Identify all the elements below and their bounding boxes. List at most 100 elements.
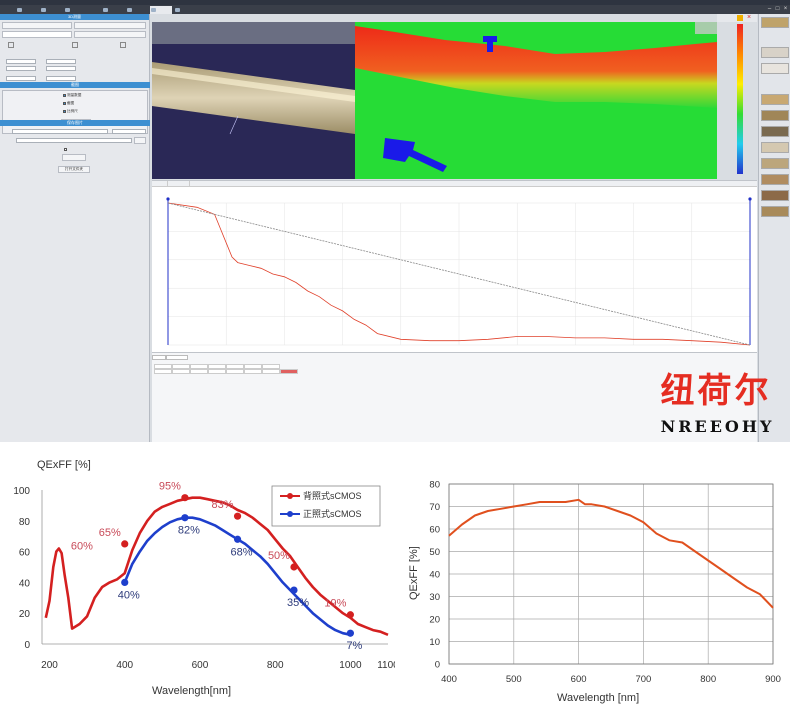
legend-marker-fsi: [287, 511, 293, 517]
data-point: [121, 540, 129, 548]
param-input-1[interactable]: [6, 59, 36, 64]
microscope-image[interactable]: [152, 22, 355, 179]
marker-arrow-small: [483, 36, 497, 52]
tab-2[interactable]: [40, 6, 62, 14]
x-tick-label: 800: [700, 674, 716, 685]
data-point: [121, 578, 129, 586]
mode-button-right-2[interactable]: [74, 31, 146, 38]
microscope-fiber-drawing: [152, 22, 355, 135]
table-cell: [262, 369, 280, 374]
y-tick-label: 70: [429, 502, 440, 513]
table-cell: [226, 369, 244, 374]
table-cell: [244, 369, 262, 374]
data-point: [346, 611, 354, 619]
mode-button-left-2[interactable]: [2, 31, 72, 38]
y-tick-label: 80: [429, 480, 440, 491]
param-input-4[interactable]: [46, 66, 76, 71]
thumbnail[interactable]: [761, 142, 789, 153]
save-button[interactable]: [62, 154, 86, 161]
thumbnail[interactable]: [761, 190, 789, 201]
qe-single-chart: 0 10 20 30 40 50 60 70 80 400 500 600 700 800 900 QEx…: [408, 480, 781, 705]
qe-comparison-chart: QExFF [%] 0 20 40 60 80 100 200 400 600 800 1000 1…: [13, 459, 395, 697]
delete-icon[interactable]: ×: [747, 14, 752, 21]
tool-icon-1[interactable]: [8, 42, 14, 48]
left-control-panel: 3D测量 截图 测量数据 截图 比例尺 保存图片: [0, 14, 150, 442]
grid-lines: [448, 483, 774, 665]
data-markers: [121, 494, 354, 637]
profile-tab[interactable]: [168, 181, 190, 187]
x-tick-label: 400: [441, 674, 457, 685]
folder-icon[interactable]: [737, 15, 743, 21]
y-tick-label: 50: [429, 547, 440, 558]
mode-button-right[interactable]: [74, 22, 146, 29]
check-auto-name[interactable]: [64, 147, 68, 151]
check-label: 比例尺: [67, 109, 78, 113]
thumbnail[interactable]: [761, 158, 789, 169]
profile-panel: [152, 180, 757, 352]
maximize-icon[interactable]: □: [775, 6, 780, 12]
thumbnail[interactable]: [761, 110, 789, 121]
data-point: [233, 512, 242, 520]
height-map-drawing: [355, 22, 717, 179]
delete-row-button[interactable]: [280, 369, 298, 374]
thumbnail[interactable]: [761, 206, 789, 217]
x-tick-label: 600: [571, 674, 587, 685]
thumbnail-strip: [758, 14, 790, 442]
thumbnail[interactable]: [761, 47, 789, 58]
param-input-2[interactable]: [6, 66, 36, 71]
table-header-cell: [226, 364, 244, 369]
profile-tab[interactable]: [152, 181, 168, 187]
open-folder-button[interactable]: 打开文件夹: [58, 166, 90, 173]
table-tab[interactable]: [152, 355, 166, 360]
close-icon[interactable]: ×: [783, 6, 788, 12]
y-tick-label: 0: [435, 660, 440, 671]
y-tick-label: 20: [429, 615, 440, 626]
view-toolstrip: ×: [717, 14, 757, 22]
tool-icon-3[interactable]: [120, 42, 126, 48]
app-tabbar: – □ ×: [0, 5, 790, 14]
param-input-6[interactable]: [46, 76, 76, 81]
tab-3d-active[interactable]: [150, 6, 172, 14]
data-label: 40%: [118, 589, 140, 601]
tab-4[interactable]: [102, 6, 124, 14]
param-input-5[interactable]: [6, 76, 36, 81]
browse-button[interactable]: [134, 137, 146, 144]
check-screenshot[interactable]: 截图: [63, 101, 74, 106]
tab-5[interactable]: [126, 6, 148, 14]
tab-3[interactable]: [64, 6, 86, 14]
thumbnail[interactable]: [761, 63, 789, 74]
param-input-3[interactable]: [46, 59, 76, 64]
format-select[interactable]: [112, 129, 146, 134]
tab-7[interactable]: [174, 6, 196, 14]
y-tick-label: 60: [19, 548, 31, 559]
table-tab[interactable]: [166, 355, 188, 360]
path-input[interactable]: [16, 138, 132, 143]
measurement-app-window: – □ × 3D测量 截图 测量数据 截图 比例尺: [0, 0, 790, 442]
3d-height-map[interactable]: [355, 22, 717, 179]
mode-button-left[interactable]: [2, 22, 72, 29]
tab-1[interactable]: [16, 6, 38, 14]
data-label: 7%: [346, 640, 362, 652]
thumbnail[interactable]: [761, 174, 789, 185]
filename-input[interactable]: [12, 129, 108, 134]
thumbnail[interactable]: [761, 17, 789, 28]
table-cell: [190, 369, 208, 374]
screenshot-options: 测量数据 截图 比例尺: [2, 90, 148, 134]
check-label: 截图: [67, 101, 75, 105]
tab-icon: [65, 8, 70, 12]
thumbnail[interactable]: [761, 94, 789, 105]
data-label: 68%: [231, 546, 253, 558]
data-label: 50%: [268, 550, 290, 562]
thumbnail[interactable]: [761, 126, 789, 137]
table-cell: [154, 369, 172, 374]
x-tick-label: 400: [116, 660, 133, 671]
check-scalebar[interactable]: 比例尺: [63, 109, 78, 114]
check-measure-data[interactable]: 测量数据: [63, 93, 81, 98]
minimize-icon[interactable]: –: [767, 6, 772, 12]
tool-icon-2[interactable]: [72, 42, 78, 48]
y-tick-label: 20: [19, 609, 31, 620]
y-tick-label: 60: [429, 525, 440, 536]
legend-label-fsi: 正照式sCMOS: [303, 508, 362, 519]
x-tick-label: 1100: [377, 660, 395, 671]
